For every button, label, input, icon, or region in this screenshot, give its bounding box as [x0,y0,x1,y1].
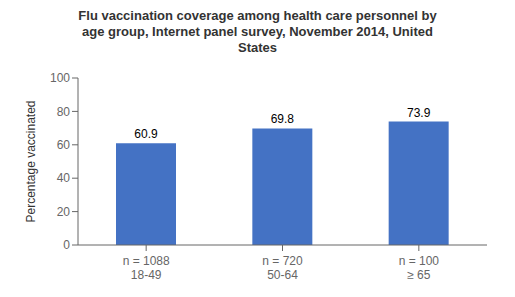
html-text:age group, Internet panel surv: age group, Internet panel survey, Novemb… [82,24,433,39]
svg-text:73.9: 73.9 [407,106,431,120]
html-text:States: States [238,40,277,55]
svg-text:0: 0 [63,238,70,252]
svg-text:n = 100≥ 65: n = 100≥ 65 [399,254,440,282]
svg-text:80: 80 [57,105,71,119]
svg-text:60.9: 60.9 [134,127,158,141]
svg-text:60: 60 [57,138,71,152]
svg-text:20: 20 [57,205,71,219]
svg-text:n = 108818-49: n = 108818-49 [123,254,170,282]
html-text:Flu vaccination coverage among: Flu vaccination coverage among health ca… [78,8,437,23]
svg-text:n = 72050-64: n = 72050-64 [262,254,303,282]
svg-text:100: 100 [50,71,70,85]
svg-text:69.8: 69.8 [271,112,295,126]
svg-text:40: 40 [57,171,71,185]
svg-text:Percentage vaccinated: Percentage vaccinated [24,100,38,222]
